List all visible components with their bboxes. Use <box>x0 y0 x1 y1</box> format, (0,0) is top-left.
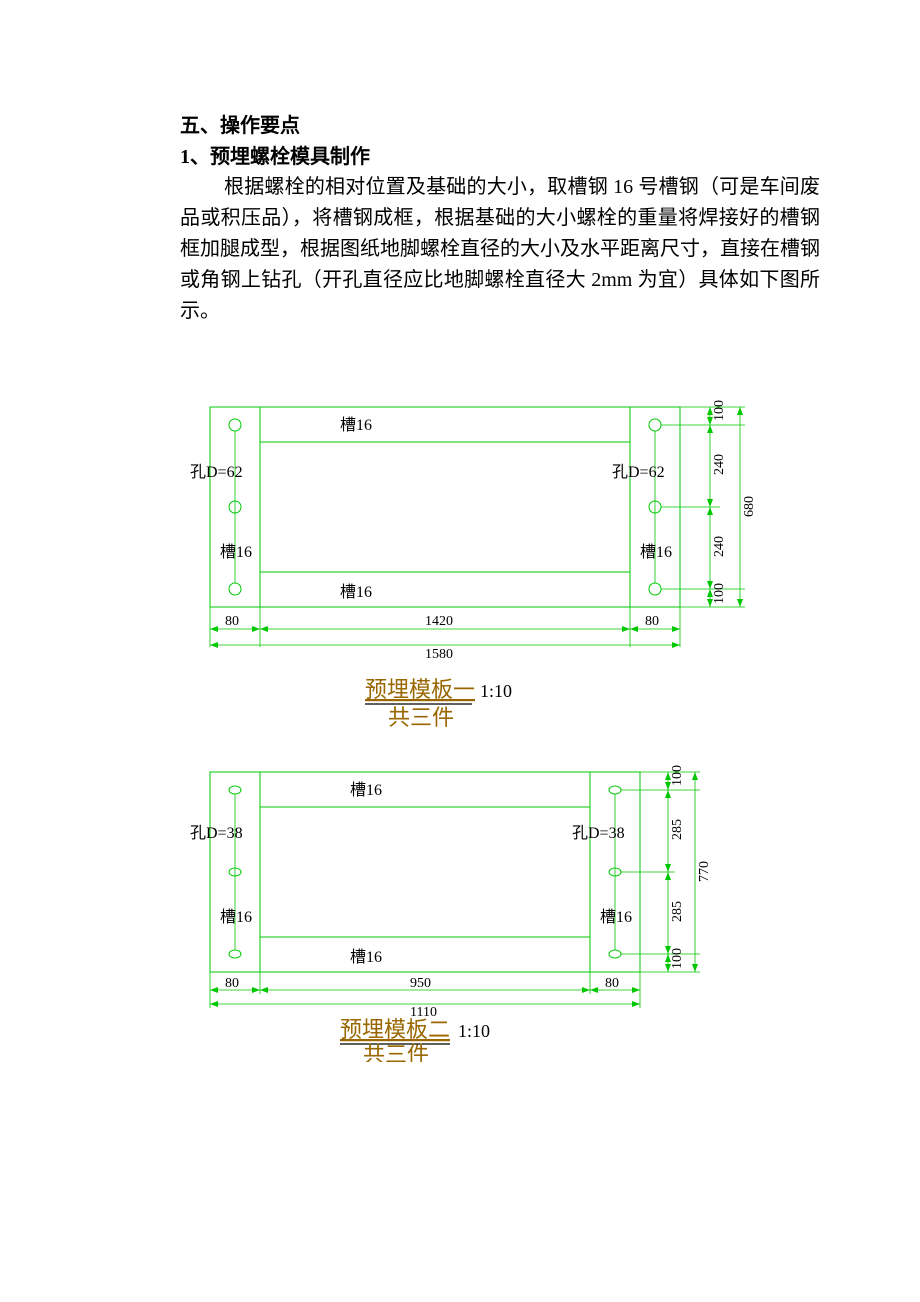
figure-caption-top: 预埋模板一 <box>365 677 475 702</box>
bottom-channel <box>260 937 590 972</box>
dim-label: 100 <box>712 583 727 604</box>
dim-label: 1420 <box>425 614 453 629</box>
hole-dia-label: 孔D=62 <box>190 463 243 481</box>
hole-dia-label: 孔D=38 <box>190 824 243 842</box>
dim-label: 100 <box>712 400 727 421</box>
dim-label: 100 <box>670 948 685 969</box>
dim-label: 1580 <box>425 647 453 662</box>
hole-icon <box>229 419 241 431</box>
figure-caption-bottom: 共三件 <box>363 1042 429 1062</box>
dim-label: 285 <box>670 819 685 840</box>
dim-label: 80 <box>645 614 659 629</box>
channel-label: 槽16 <box>600 908 632 926</box>
figure-ratio: 1:10 <box>480 681 512 701</box>
hole-icon <box>609 786 621 794</box>
hole-icon <box>609 950 621 958</box>
body-paragraph: 根据螺栓的相对位置及基础的大小，取槽钢 16 号槽钢（可是车间废品或积压品），将… <box>180 172 820 327</box>
dim-label: 240 <box>712 454 727 475</box>
hole-icon <box>649 419 661 431</box>
channel-label: 槽16 <box>340 416 372 434</box>
dim-label: 770 <box>697 861 712 882</box>
hole-dia-label: 孔D=38 <box>572 824 625 842</box>
figure-caption-bottom: 共三件 <box>388 705 454 727</box>
figure-caption-top: 预埋模板二 <box>340 1017 450 1042</box>
section-heading: 五、操作要点 <box>180 110 820 142</box>
dim-label: 80 <box>225 614 239 629</box>
sub-heading: 1、预埋螺栓模具制作 <box>180 142 820 172</box>
channel-label: 槽16 <box>340 583 372 601</box>
dim-label: 285 <box>670 901 685 922</box>
hole-icon <box>229 950 241 958</box>
hole-icon <box>649 583 661 595</box>
channel-label: 槽16 <box>350 781 382 799</box>
figure-2: 槽16 槽16 槽16 槽16 孔D=38 孔D=38 80 950 80 <box>190 762 820 1067</box>
hole-icon <box>229 786 241 794</box>
bottom-channel <box>260 572 630 607</box>
dim-label: 100 <box>670 765 685 786</box>
figure-1: 槽16 槽16 槽16 槽16 孔D=62 孔D=62 80 1420 <box>190 397 820 732</box>
top-channel <box>260 407 630 442</box>
channel-label: 槽16 <box>350 948 382 966</box>
dim-label: 240 <box>712 536 727 557</box>
hole-dia-label: 孔D=62 <box>612 463 665 481</box>
channel-label: 槽16 <box>640 543 672 561</box>
channel-label: 槽16 <box>220 543 252 561</box>
dim-label: 80 <box>225 976 239 991</box>
hole-icon <box>229 583 241 595</box>
dim-label: 680 <box>742 496 757 517</box>
top-channel <box>260 772 590 807</box>
channel-label: 槽16 <box>220 908 252 926</box>
dim-label: 80 <box>605 976 619 991</box>
dim-label: 950 <box>410 976 431 991</box>
figure-ratio: 1:10 <box>458 1021 490 1041</box>
